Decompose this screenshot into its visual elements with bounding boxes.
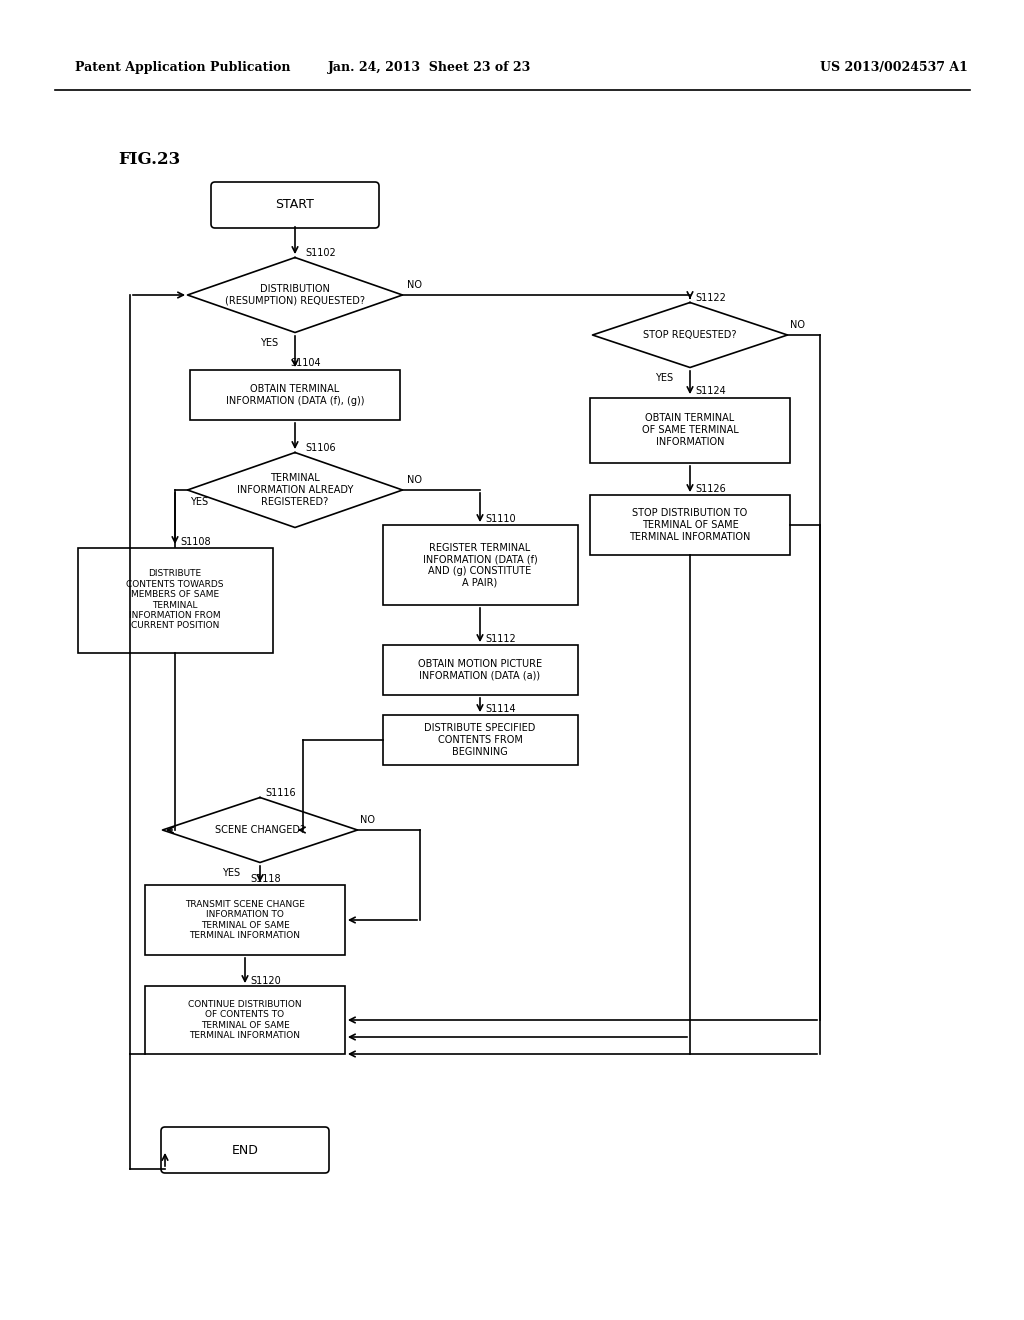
Bar (590, 495, 790, 554)
Text: S1102: S1102 (305, 248, 336, 257)
Text: S1122: S1122 (695, 293, 726, 304)
Text: S1114: S1114 (485, 704, 516, 714)
Text: S1126: S1126 (695, 484, 726, 494)
Polygon shape (593, 302, 787, 367)
Text: YES: YES (655, 374, 673, 383)
Text: Patent Application Publication: Patent Application Publication (75, 62, 291, 74)
FancyBboxPatch shape (161, 1127, 329, 1173)
Text: TRANSMIT SCENE CHANGE
INFORMATION TO
TERMINAL OF SAME
TERMINAL INFORMATION: TRANSMIT SCENE CHANGE INFORMATION TO TER… (185, 900, 305, 940)
Text: S1118: S1118 (250, 874, 281, 884)
Polygon shape (187, 257, 402, 333)
Text: Jan. 24, 2013  Sheet 23 of 23: Jan. 24, 2013 Sheet 23 of 23 (329, 62, 531, 74)
Text: DISTRIBUTE
CONTENTS TOWARDS
MEMBERS OF SAME
TERMINAL
INFORMATION FROM
CURRENT PO: DISTRIBUTE CONTENTS TOWARDS MEMBERS OF S… (126, 569, 224, 631)
Polygon shape (187, 453, 402, 528)
Text: STOP REQUESTED?: STOP REQUESTED? (643, 330, 736, 341)
Text: S1110: S1110 (485, 513, 516, 524)
Bar (383, 715, 578, 766)
Text: S1104: S1104 (290, 358, 321, 368)
Text: S1116: S1116 (265, 788, 296, 799)
Text: TERMINAL
INFORMATION ALREADY
REGISTERED?: TERMINAL INFORMATION ALREADY REGISTERED? (237, 474, 353, 507)
Text: SCENE CHANGED?: SCENE CHANGED? (215, 825, 305, 836)
FancyBboxPatch shape (211, 182, 379, 228)
Polygon shape (163, 797, 357, 862)
Text: NO: NO (407, 280, 422, 290)
Text: NO: NO (360, 814, 375, 825)
Text: S1112: S1112 (485, 634, 516, 644)
Text: YES: YES (190, 498, 208, 507)
Text: OBTAIN TERMINAL
INFORMATION (DATA (f), (g)): OBTAIN TERMINAL INFORMATION (DATA (f), (… (225, 384, 365, 405)
Text: END: END (231, 1143, 258, 1156)
Text: S1124: S1124 (695, 385, 726, 396)
Bar (383, 525, 578, 605)
Text: YES: YES (222, 869, 240, 878)
Text: START: START (275, 198, 314, 211)
Text: S1108: S1108 (180, 537, 211, 546)
Bar (145, 884, 345, 954)
Text: US 2013/0024537 A1: US 2013/0024537 A1 (820, 62, 968, 74)
Text: OBTAIN MOTION PICTURE
INFORMATION (DATA (a)): OBTAIN MOTION PICTURE INFORMATION (DATA … (418, 659, 542, 681)
Text: NO: NO (407, 475, 422, 484)
Bar (590, 397, 790, 462)
Text: DISTRIBUTE SPECIFIED
CONTENTS FROM
BEGINNING: DISTRIBUTE SPECIFIED CONTENTS FROM BEGIN… (424, 723, 536, 756)
Text: CONTINUE DISTRIBUTION
OF CONTENTS TO
TERMINAL OF SAME
TERMINAL INFORMATION: CONTINUE DISTRIBUTION OF CONTENTS TO TER… (188, 1001, 302, 1040)
Text: S1120: S1120 (250, 975, 281, 986)
Text: STOP DISTRIBUTION TO
TERMINAL OF SAME
TERMINAL INFORMATION: STOP DISTRIBUTION TO TERMINAL OF SAME TE… (630, 508, 751, 541)
Text: FIG.23: FIG.23 (118, 152, 180, 169)
Bar (383, 645, 578, 696)
Bar (78, 548, 272, 652)
Text: YES: YES (260, 338, 279, 348)
Text: REGISTER TERMINAL
INFORMATION (DATA (f)
AND (g) CONSTITUTE
A PAIR): REGISTER TERMINAL INFORMATION (DATA (f) … (423, 543, 538, 587)
Text: NO: NO (790, 319, 805, 330)
Text: DISTRIBUTION
(RESUMPTION) REQUESTED?: DISTRIBUTION (RESUMPTION) REQUESTED? (225, 284, 365, 306)
Text: OBTAIN TERMINAL
OF SAME TERMINAL
INFORMATION: OBTAIN TERMINAL OF SAME TERMINAL INFORMA… (642, 413, 738, 446)
Bar (145, 986, 345, 1053)
Bar (190, 370, 400, 420)
Text: S1106: S1106 (305, 444, 336, 453)
